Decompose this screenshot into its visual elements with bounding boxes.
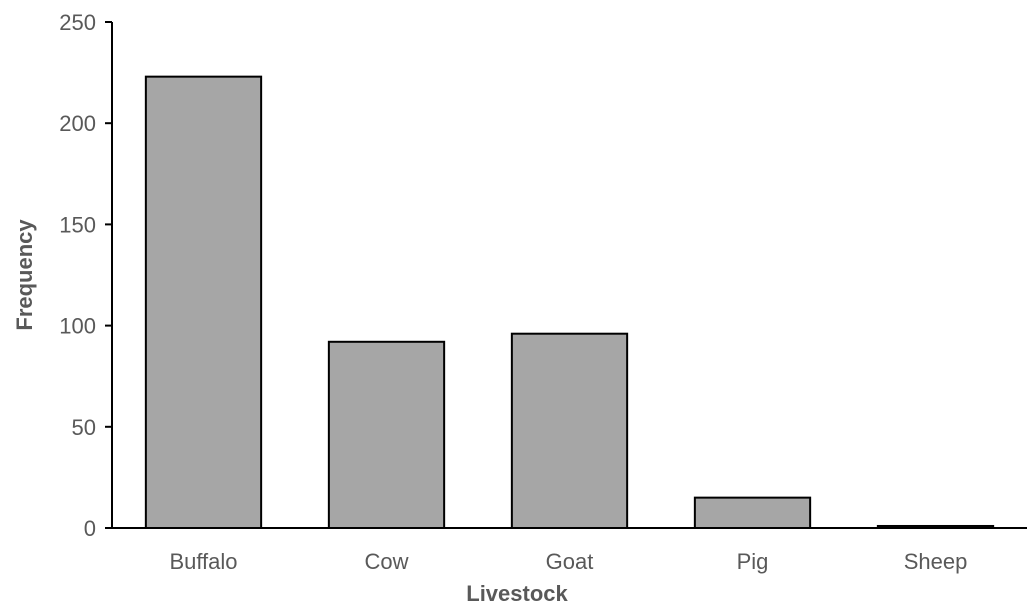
y-tick-label: 0 xyxy=(84,516,96,541)
y-tick-label: 150 xyxy=(59,212,96,237)
y-axis-title: Frequency xyxy=(12,219,37,331)
x-tick-label-cow: Cow xyxy=(364,549,408,574)
axes-group xyxy=(111,22,1027,529)
bar-cow xyxy=(327,340,446,530)
y-tick-label: 50 xyxy=(72,415,96,440)
y-ticks-group: 0 50 100 150 200 250 xyxy=(59,10,112,541)
x-tick-label-pig: Pig xyxy=(737,549,769,574)
y-tick-label: 200 xyxy=(59,111,96,136)
x-axis-title: Livestock xyxy=(466,581,568,606)
x-tick-label-sheep: Sheep xyxy=(904,549,968,574)
x-tick-label-buffalo: Buffalo xyxy=(169,549,237,574)
bar-pig xyxy=(693,496,812,530)
y-tick-label: 250 xyxy=(59,10,96,35)
x-tick-label-goat: Goat xyxy=(546,549,594,574)
bars-group xyxy=(144,75,995,530)
bar-buffalo xyxy=(144,75,263,530)
y-tick-label: 100 xyxy=(59,314,96,339)
x-tick-labels-group: Buffalo Cow Goat Pig Sheep xyxy=(169,549,967,574)
bar-goat xyxy=(510,332,629,530)
